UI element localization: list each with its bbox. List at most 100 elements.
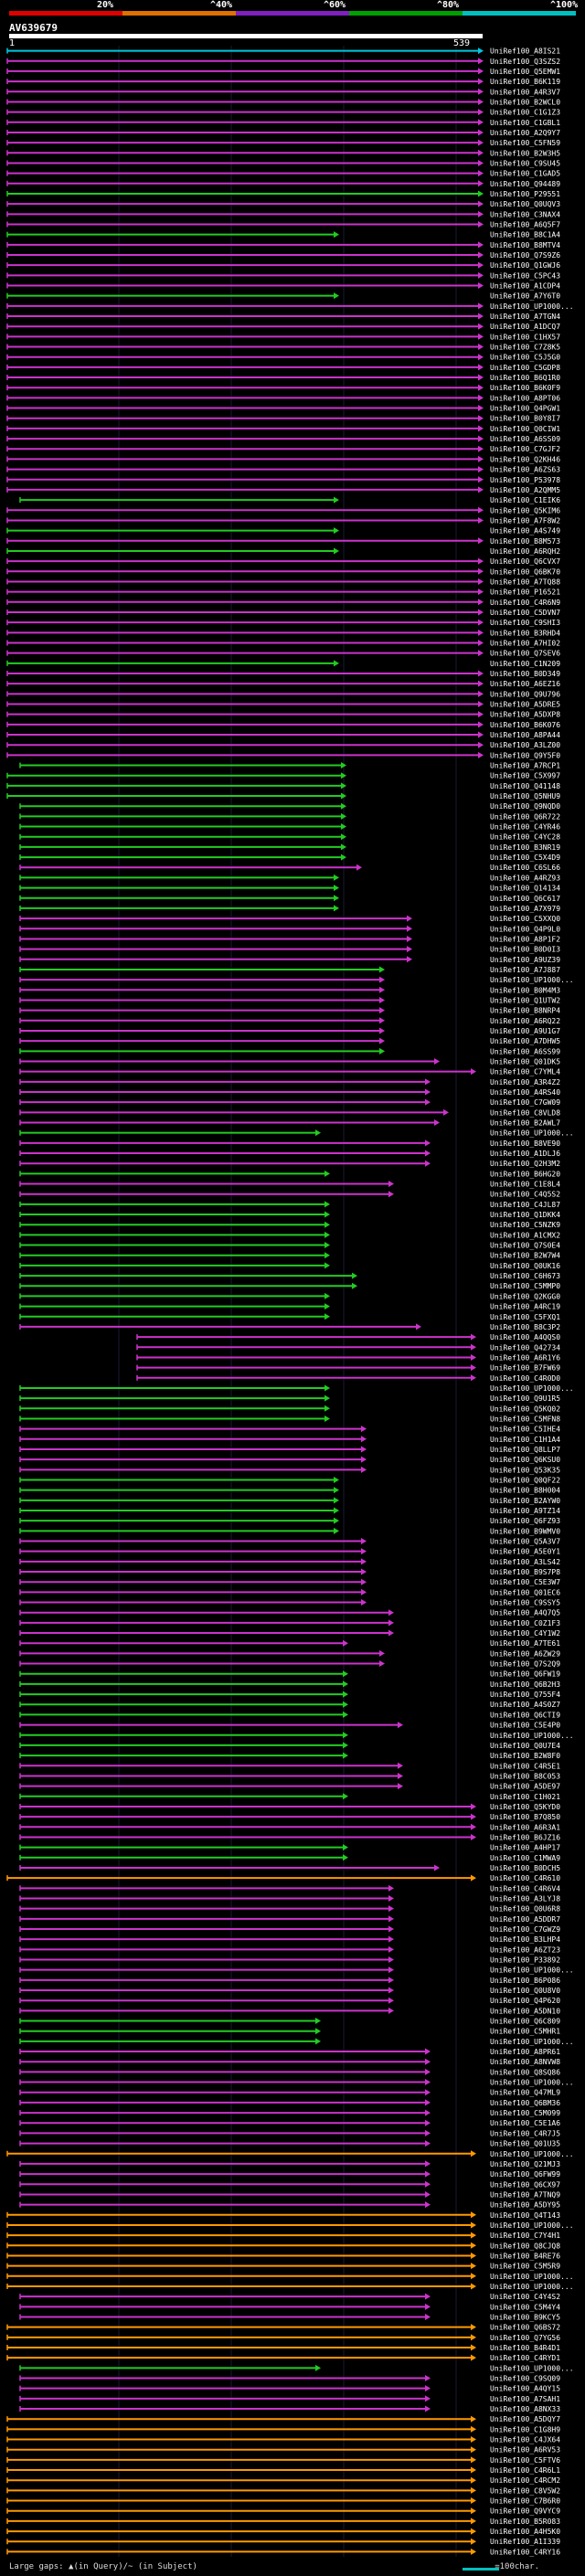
hit-id-link[interactable]: UniRef100_A4RZ93	[490, 874, 560, 882]
hit-row[interactable]: UniRef100_B2AWL7	[19, 1119, 560, 1128]
hit-row[interactable]: UniRef100_UP1000...	[19, 1732, 574, 1740]
hit-id-link[interactable]: UniRef100_UP1000...	[490, 2364, 574, 2372]
hit-row[interactable]: UniRef100_Q0UQV3	[6, 200, 560, 208]
hit-row[interactable]: UniRef100_A2Q9Y7	[6, 129, 560, 137]
hit-id-link[interactable]: UniRef100_C7GW09	[490, 1098, 560, 1107]
hit-row[interactable]: UniRef100_P16521	[6, 588, 560, 597]
hit-id-link[interactable]: UniRef100_UP1000...	[490, 2150, 574, 2158]
hit-id-link[interactable]: UniRef100_A4RS40	[490, 1088, 560, 1097]
hit-id-link[interactable]: UniRef100_C7YML4	[490, 1068, 560, 1076]
hit-row[interactable]: UniRef100_A8PA44	[6, 731, 560, 739]
hit-row[interactable]: UniRef100_UP1000...	[6, 302, 574, 311]
hit-id-link[interactable]: UniRef100_A5DQY7	[490, 2415, 560, 2423]
hit-row[interactable]: UniRef100_Q7YG56	[6, 2334, 560, 2342]
hit-id-link[interactable]: UniRef100_C5NZK9	[490, 1221, 560, 1229]
hit-id-link[interactable]: UniRef100_C1HX57	[490, 333, 560, 341]
hit-id-link[interactable]: UniRef100_A4R3V7	[490, 88, 560, 96]
hit-id-link[interactable]: UniRef100_Q6FW99	[490, 2170, 560, 2178]
hit-row[interactable]: UniRef100_Q9NQD0	[19, 802, 560, 811]
hit-id-link[interactable]: UniRef100_B3NR19	[490, 843, 560, 852]
hit-row[interactable]: UniRef100_Q4T143	[6, 2211, 560, 2220]
hit-row[interactable]: UniRef100_A1DLJ6	[19, 1150, 560, 1158]
hit-row[interactable]: UniRef100_UP1000...	[19, 1966, 574, 1975]
hit-row[interactable]: UniRef100_C8VLD8	[19, 1108, 560, 1117]
hit-id-link[interactable]: UniRef100_C4JX64	[490, 2436, 560, 2444]
hit-id-link[interactable]: UniRef100_C1E8L4	[490, 1181, 560, 1189]
hit-row[interactable]: UniRef100_B7Q850	[19, 1813, 560, 1821]
hit-id-link[interactable]: UniRef100_UP1000...	[490, 1129, 574, 1138]
hit-row[interactable]: UniRef100_A2QMM5	[6, 486, 560, 494]
hit-id-link[interactable]: UniRef100_A6ZS63	[490, 466, 560, 474]
hit-row[interactable]: UniRef100_Q0U7E4	[19, 1742, 560, 1750]
hit-id-link[interactable]: UniRef100_A2Q9Y7	[490, 129, 560, 137]
hit-row[interactable]: UniRef100_A8PT06	[6, 394, 560, 402]
hit-row[interactable]: UniRef100_B8VE90	[19, 1140, 560, 1148]
hit-row[interactable]: UniRef100_A6RV53	[6, 2446, 560, 2454]
hit-id-link[interactable]: UniRef100_Q755F4	[490, 1691, 560, 1699]
hit-row[interactable]: UniRef100_C7Y4H1	[6, 2231, 560, 2240]
hit-row[interactable]: UniRef100_A1I339	[6, 2538, 560, 2546]
hit-row[interactable]: UniRef100_Q9U796	[6, 690, 560, 698]
hit-row[interactable]: UniRef100_B2W3H5	[6, 149, 560, 157]
hit-row[interactable]: UniRef100_B6P086	[19, 1977, 560, 1985]
hit-row[interactable]: UniRef100_Q6KSU0	[19, 1456, 560, 1464]
hit-row[interactable]: UniRef100_B6K0F9	[6, 384, 560, 392]
hit-id-link[interactable]: UniRef100_Q4P9L0	[490, 925, 560, 933]
hit-row[interactable]: UniRef100_C7GW09	[19, 1098, 560, 1107]
hit-id-link[interactable]: UniRef100_A6ZT23	[490, 1945, 560, 1954]
hit-row[interactable]: UniRef100_B3LHP4	[19, 1935, 560, 1944]
hit-id-link[interactable]: UniRef100_Q21MJ3	[490, 2160, 560, 2168]
hit-id-link[interactable]: UniRef100_Q5EMW1	[490, 68, 560, 76]
hit-row[interactable]: UniRef100_A7Y6T0	[6, 292, 560, 301]
hit-row[interactable]: UniRef100_A3LS42	[19, 1558, 560, 1566]
hit-id-link[interactable]: UniRef100_Q0U7E4	[490, 1742, 560, 1750]
hit-id-link[interactable]: UniRef100_UP1000...	[490, 2273, 574, 2281]
hit-id-link[interactable]: UniRef100_C9SQ09	[490, 2375, 560, 2383]
hit-id-link[interactable]: UniRef100_Q94489	[490, 180, 560, 188]
hit-row[interactable]: UniRef100_B4RE76	[6, 2252, 560, 2260]
hit-id-link[interactable]: UniRef100_B0M4M3	[490, 986, 560, 994]
hit-row[interactable]: UniRef100_C7Z8K5	[6, 344, 560, 352]
hit-row[interactable]: UniRef100_A7X979	[19, 905, 560, 913]
hit-row[interactable]: UniRef100_A4QQS0	[136, 1333, 560, 1341]
hit-row[interactable]: UniRef100_A5DE97	[19, 1783, 560, 1791]
hit-id-link[interactable]: UniRef100_Q5NHU9	[490, 792, 560, 800]
hit-row[interactable]: UniRef100_B8C3P2	[19, 1323, 560, 1331]
hit-row[interactable]: UniRef100_A1DCQ7	[6, 323, 560, 331]
hit-id-link[interactable]: UniRef100_C1H1A4	[490, 1436, 560, 1444]
hit-id-link[interactable]: UniRef100_C5J5G0	[490, 354, 560, 362]
hit-row[interactable]: UniRef100_C5NZK9	[19, 1221, 560, 1229]
hit-id-link[interactable]: UniRef100_P16521	[490, 588, 560, 597]
hit-row[interactable]: UniRef100_A4RZ93	[19, 874, 560, 882]
hit-id-link[interactable]: UniRef100_B0D0I3	[490, 946, 560, 954]
hit-row[interactable]: UniRef100_Q4P9L0	[19, 925, 560, 933]
hit-row[interactable]: UniRef100_Q9U1R5	[19, 1394, 560, 1403]
hit-id-link[interactable]: UniRef100_Q9U796	[490, 690, 560, 698]
hit-id-link[interactable]: UniRef100_A4H5K0	[490, 2528, 560, 2536]
hit-id-link[interactable]: UniRef100_B2W8F0	[490, 1752, 560, 1760]
hit-row[interactable]: UniRef100_C5X997	[6, 772, 560, 780]
hit-row[interactable]: UniRef100_C5FTV6	[6, 2456, 560, 2465]
hit-row[interactable]: UniRef100_Q6CVX7	[6, 557, 560, 566]
hit-id-link[interactable]: UniRef100_C5MMP0	[490, 1282, 560, 1290]
hit-id-link[interactable]: UniRef100_B9KCY5	[490, 2313, 560, 2321]
hit-id-link[interactable]: UniRef100_Q6CVX7	[490, 557, 560, 566]
hit-row[interactable]: UniRef100_A4S749	[6, 527, 560, 535]
hit-row[interactable]: UniRef100_Q6B2H3	[19, 1680, 560, 1689]
hit-id-link[interactable]: UniRef100_B6K119	[490, 78, 560, 86]
hit-id-link[interactable]: UniRef100_A8PT06	[490, 394, 560, 402]
hit-id-link[interactable]: UniRef100_A6Q5F7	[490, 220, 560, 228]
hit-row[interactable]: UniRef100_C5MFN8	[19, 1415, 560, 1423]
hit-row[interactable]: UniRef100_C1HX57	[6, 333, 560, 341]
hit-row[interactable]: UniRef100_Q94489	[6, 180, 560, 188]
hit-row[interactable]: UniRef100_C5E3W7	[19, 1578, 560, 1586]
hit-id-link[interactable]: UniRef100_Q2KGG0	[490, 1292, 560, 1300]
hit-id-link[interactable]: UniRef100_Q8SQ86	[490, 2068, 560, 2076]
hit-id-link[interactable]: UniRef100_A2QMM5	[490, 486, 560, 494]
hit-id-link[interactable]: UniRef100_Q14134	[490, 885, 560, 893]
hit-row[interactable]: UniRef100_B7FW69	[136, 1364, 560, 1373]
hit-row[interactable]: UniRef100_A5DQY7	[6, 2415, 560, 2423]
hit-id-link[interactable]: UniRef100_C4R6V4	[490, 1884, 560, 1892]
hit-row[interactable]: UniRef100_A7TNQ9	[19, 2190, 560, 2199]
hit-id-link[interactable]: UniRef100_A4RC19	[490, 1303, 560, 1311]
